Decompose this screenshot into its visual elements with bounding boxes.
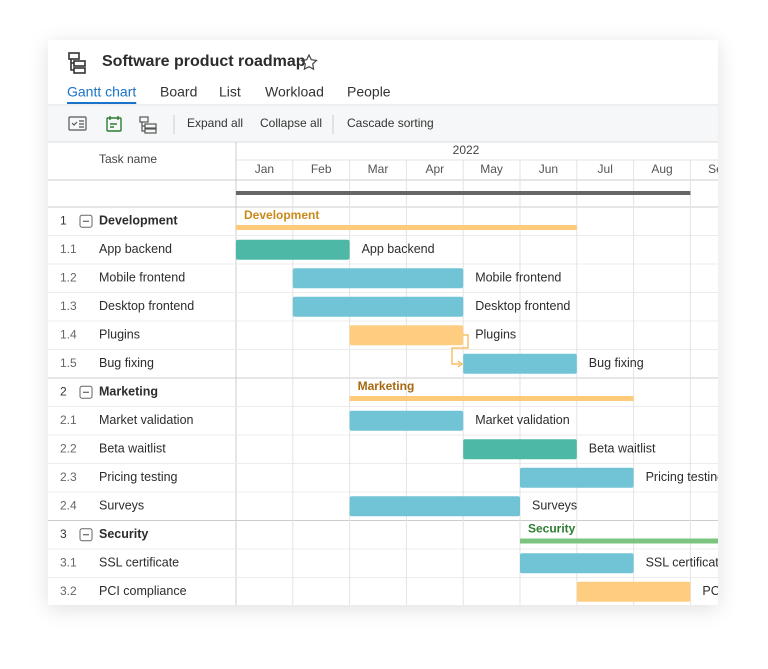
toolbar (48, 106, 718, 142)
month-label: Aug (651, 162, 672, 176)
month-label: Apr (425, 162, 444, 176)
month-label: Jul (598, 162, 613, 176)
toolbar-button[interactable]: Cascade sorting (347, 116, 434, 130)
tab[interactable]: People (347, 84, 391, 100)
year-header: 2022 (453, 143, 480, 157)
month-label: Feb (311, 162, 332, 176)
task-number: 1 (60, 213, 67, 227)
task-number: 1.1 (60, 242, 77, 256)
app-icon (68, 52, 86, 74)
task-name[interactable]: Plugins (99, 328, 140, 342)
month-label: Sep (708, 162, 730, 176)
task-number: 2.4 (60, 498, 77, 512)
task-bar-label: Beta waitlist (589, 442, 656, 456)
month-label: Mar (368, 162, 389, 176)
task-name[interactable]: Beta waitlist (99, 442, 166, 456)
group-bar[interactable] (349, 396, 634, 401)
tab[interactable]: Workload (265, 84, 324, 100)
task-name[interactable]: Marketing (99, 385, 158, 399)
favorite-star[interactable] (300, 53, 318, 71)
task-bar[interactable] (520, 467, 634, 488)
task-name[interactable]: PCI compliance (99, 584, 187, 598)
task-number: 2.3 (60, 470, 77, 484)
task-bar-label: Plugins (475, 328, 516, 342)
project-title: Software product roadmap (102, 53, 306, 70)
task-name[interactable]: Pricing testing (99, 470, 178, 484)
column-header: Task name (99, 152, 157, 166)
task-bar[interactable] (576, 581, 691, 602)
task-name[interactable]: Market validation (99, 413, 194, 427)
task-bar[interactable] (463, 353, 577, 374)
task-name[interactable]: Desktop frontend (99, 299, 194, 313)
task-bar-label: Bug fixing (589, 356, 644, 370)
task-bar[interactable] (349, 410, 464, 431)
task-bar-label: SSL certificate (646, 556, 726, 570)
group-bar[interactable] (236, 225, 577, 230)
task-bar-label: Surveys (532, 499, 577, 513)
task-number: 3.2 (60, 584, 77, 598)
task-bar[interactable] (520, 553, 634, 574)
task-number: 1.3 (60, 299, 77, 313)
task-bar-label: App backend (362, 242, 435, 256)
dependency-arrow (451, 334, 469, 365)
task-bar[interactable] (292, 296, 464, 317)
task-bar[interactable] (292, 268, 464, 289)
task-bar-label: Mobile frontend (475, 271, 561, 285)
toolbar-button[interactable]: Expand all (187, 116, 243, 130)
task-bar-label: Pricing testing (646, 470, 725, 484)
task-number: 2.1 (60, 413, 77, 427)
task-bar[interactable] (463, 439, 577, 460)
task-name[interactable]: Security (99, 527, 148, 541)
toolbar-icon[interactable] (139, 116, 157, 134)
tab[interactable]: List (219, 84, 241, 100)
task-number: 3.1 (60, 555, 77, 569)
task-bar[interactable] (349, 325, 464, 346)
group-bar-label: Marketing (358, 379, 415, 393)
task-name[interactable]: Surveys (99, 499, 144, 513)
task-name[interactable]: Mobile frontend (99, 271, 185, 285)
toolbar-icon[interactable] (106, 116, 122, 132)
task-number: 3 (60, 527, 67, 541)
task-number: 1.4 (60, 327, 77, 341)
task-number: 1.5 (60, 356, 77, 370)
toolbar-icon[interactable] (68, 116, 87, 131)
group-bar-label: Security (528, 522, 576, 536)
task-name[interactable]: App backend (99, 242, 172, 256)
task-bar[interactable] (349, 496, 520, 517)
task-name[interactable]: SSL certificate (99, 556, 179, 570)
project-bar (236, 191, 691, 195)
task-bar[interactable] (236, 239, 350, 260)
tab[interactable]: Gantt chart (67, 84, 136, 100)
task-number: 1.2 (60, 270, 77, 284)
task-bar-label: Market validation (475, 413, 570, 427)
task-number: 2.2 (60, 441, 77, 455)
month-label: Jun (539, 162, 558, 176)
task-name[interactable]: Bug fixing (99, 356, 154, 370)
toolbar-button[interactable]: Collapse all (260, 116, 322, 130)
task-name[interactable]: Development (99, 214, 178, 228)
month-label: Jan (255, 162, 274, 176)
task-bar-label: PCI compliance (702, 584, 768, 598)
group-bar[interactable] (520, 538, 747, 544)
task-number: 2 (60, 384, 67, 398)
dependency-arrow-head (457, 360, 463, 368)
month-label: May (480, 162, 503, 176)
tab[interactable]: Board (160, 84, 197, 100)
group-bar-label: Development (244, 208, 319, 222)
task-bar-label: Desktop frontend (475, 299, 570, 313)
